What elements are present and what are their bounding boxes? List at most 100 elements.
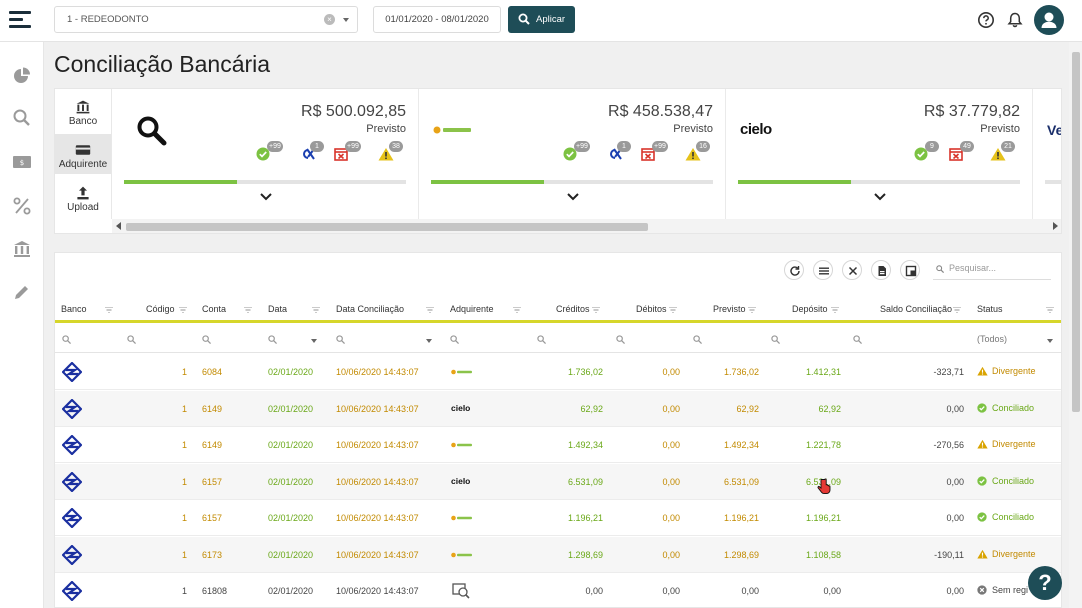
column-filter-icon[interactable]	[105, 307, 113, 313]
scroll-right-icon[interactable]	[1053, 222, 1058, 230]
search-icon[interactable]	[853, 335, 862, 344]
badge-divergent[interactable]: 16	[685, 141, 713, 165]
chevron-down-icon[interactable]	[874, 193, 886, 201]
grid-search-input[interactable]: Pesquisar...	[933, 258, 1051, 280]
badge-unlinked[interactable]: 1	[299, 141, 327, 165]
badge-unlinked[interactable]: 1	[606, 141, 634, 165]
search-icon[interactable]	[62, 335, 71, 344]
column-filter-icon[interactable]	[244, 307, 252, 313]
column-filter-icon[interactable]	[831, 307, 839, 313]
badge-conciliated[interactable]: +99	[563, 141, 591, 165]
scroll-left-icon[interactable]	[116, 222, 121, 230]
column-header-codigo[interactable]: Código	[146, 304, 175, 314]
acquirer-card[interactable]: R$ 500.092,85 Previsto +99 1 +99 38	[112, 89, 419, 219]
bank-icon	[76, 100, 90, 114]
search-icon[interactable]	[537, 335, 546, 344]
help-icon[interactable]	[977, 11, 995, 29]
chevron-down-icon[interactable]	[426, 339, 432, 343]
table-row[interactable]: 1 61808 02/01/2020 10/06/2020 14:43:07 0,00 0…	[55, 573, 1061, 607]
column-header-previsto[interactable]: Previsto	[713, 304, 746, 314]
refresh-button[interactable]	[784, 260, 804, 280]
column-header-conta[interactable]: Conta	[202, 304, 227, 314]
chevron-down-icon[interactable]	[260, 193, 272, 201]
badge-conciliated[interactable]: +99	[256, 141, 284, 165]
column-filter-icon[interactable]	[669, 307, 677, 313]
acquirer-card[interactable]: R$ 458.538,47 Previsto +99 1 +99 16	[419, 89, 726, 219]
search-icon[interactable]	[336, 335, 345, 344]
column-filter-icon[interactable]	[953, 307, 961, 313]
badge-not-found[interactable]: 49	[949, 141, 977, 165]
badge-divergent[interactable]: 21	[990, 141, 1018, 165]
search-icon[interactable]	[616, 335, 625, 344]
clear-filters-button[interactable]	[842, 260, 862, 280]
column-filter-icon[interactable]	[312, 307, 320, 313]
search-analytics-icon[interactable]	[12, 108, 32, 128]
column-filter-icon[interactable]	[179, 307, 187, 313]
table-row[interactable]: 1 6173 02/01/2020 10/06/2020 14:43:07 1.298,…	[55, 536, 1061, 573]
page-vertical-scrollbar[interactable]	[1069, 42, 1082, 608]
acquirer-card[interactable]: cielo R$ 37.779,82 Previsto 9 49 21	[726, 89, 1033, 219]
cell-data-conciliacao: 10/06/2020 14:43:07	[336, 403, 419, 414]
search-icon[interactable]	[268, 335, 277, 344]
chevron-down-icon[interactable]	[1047, 339, 1053, 343]
money-icon[interactable]: $	[12, 152, 32, 172]
status-badge: Divergente	[977, 366, 1036, 376]
search-icon[interactable]	[202, 335, 211, 344]
table-row[interactable]: 1 6157 02/01/2020 10/06/2020 14:43:07 cielo 6…	[55, 463, 1061, 500]
search-icon[interactable]	[450, 335, 459, 344]
column-filter-icon[interactable]	[513, 307, 521, 313]
badge-divergent[interactable]: 38	[378, 141, 406, 165]
company-select[interactable]: 1 - REDEODONTO ×	[54, 6, 358, 33]
status-filter-select[interactable]: (Todos)	[977, 334, 1008, 344]
bank-icon[interactable]	[12, 239, 32, 259]
column-filter-icon[interactable]	[426, 307, 434, 313]
summary-cards-panel: Banco Adquirente Upload R$ 500.092,85 Pr…	[54, 88, 1062, 234]
table-row[interactable]: 1 6149 02/01/2020 10/06/2020 14:43:07 1.492,…	[55, 427, 1061, 463]
export-pdf-button[interactable]	[871, 260, 891, 280]
menu-logo-icon[interactable]	[9, 11, 31, 29]
column-header-data-conciliacao[interactable]: Data Conciliação	[336, 304, 405, 314]
cell-debitos: 0,00	[662, 367, 680, 377]
pencil-icon[interactable]	[12, 282, 32, 302]
user-avatar[interactable]	[1034, 5, 1064, 35]
pie-chart-icon[interactable]	[12, 66, 32, 86]
column-filter-icon[interactable]	[1046, 307, 1054, 313]
column-header-banco[interactable]: Banco	[61, 304, 87, 314]
table-row[interactable]: 1 6084 02/01/2020 10/06/2020 14:43:07 1.736,…	[55, 354, 1061, 390]
scrollbar-thumb[interactable]	[126, 223, 648, 231]
export-excel-button[interactable]	[900, 260, 920, 280]
search-icon[interactable]	[771, 335, 780, 344]
columns-button[interactable]	[813, 260, 833, 280]
column-header-deposito[interactable]: Depósito	[792, 304, 828, 314]
column-header-status[interactable]: Status	[977, 304, 1003, 314]
column-filter-icon[interactable]	[748, 307, 756, 313]
search-icon[interactable]	[127, 335, 136, 344]
table-row[interactable]: 1 6149 02/01/2020 10/06/2020 14:43:07 cielo 6…	[55, 390, 1061, 427]
badge-not-found[interactable]: +99	[641, 141, 669, 165]
apply-button[interactable]: Aplicar	[508, 6, 575, 33]
help-button[interactable]: ?	[1028, 566, 1062, 600]
chevron-down-icon[interactable]	[343, 18, 349, 22]
acquirer-card[interactable]: Ve	[1033, 89, 1061, 219]
tab-adquirente[interactable]: Adquirente	[55, 134, 111, 174]
badge-conciliated[interactable]: 9	[914, 141, 942, 165]
chevron-down-icon[interactable]	[311, 339, 317, 343]
table-row[interactable]: 1 6157 02/01/2020 10/06/2020 14:43:07 1.196,…	[55, 500, 1061, 536]
badge-not-found[interactable]: +99	[334, 141, 362, 165]
cards-horizontal-scrollbar[interactable]	[112, 219, 1061, 233]
scrollbar-thumb[interactable]	[1072, 52, 1080, 412]
column-header-debitos[interactable]: Débitos	[636, 304, 667, 314]
tab-upload[interactable]: Upload	[55, 177, 111, 217]
chevron-down-icon[interactable]	[567, 193, 579, 201]
column-header-data[interactable]: Data	[268, 304, 288, 314]
search-icon[interactable]	[693, 335, 702, 344]
percent-icon[interactable]	[12, 196, 32, 216]
bell-icon[interactable]	[1006, 11, 1024, 29]
column-filter-icon[interactable]	[592, 307, 600, 313]
clear-icon[interactable]: ×	[324, 14, 335, 25]
tab-banco[interactable]: Banco	[55, 91, 111, 131]
column-header-creditos[interactable]: Créditos	[556, 304, 590, 314]
date-range-input[interactable]: 01/01/2020 - 08/01/2020	[373, 6, 501, 33]
column-header-saldo-conciliacao[interactable]: Saldo Conciliação	[880, 304, 953, 314]
column-header-adquirente[interactable]: Adquirente	[450, 304, 494, 314]
